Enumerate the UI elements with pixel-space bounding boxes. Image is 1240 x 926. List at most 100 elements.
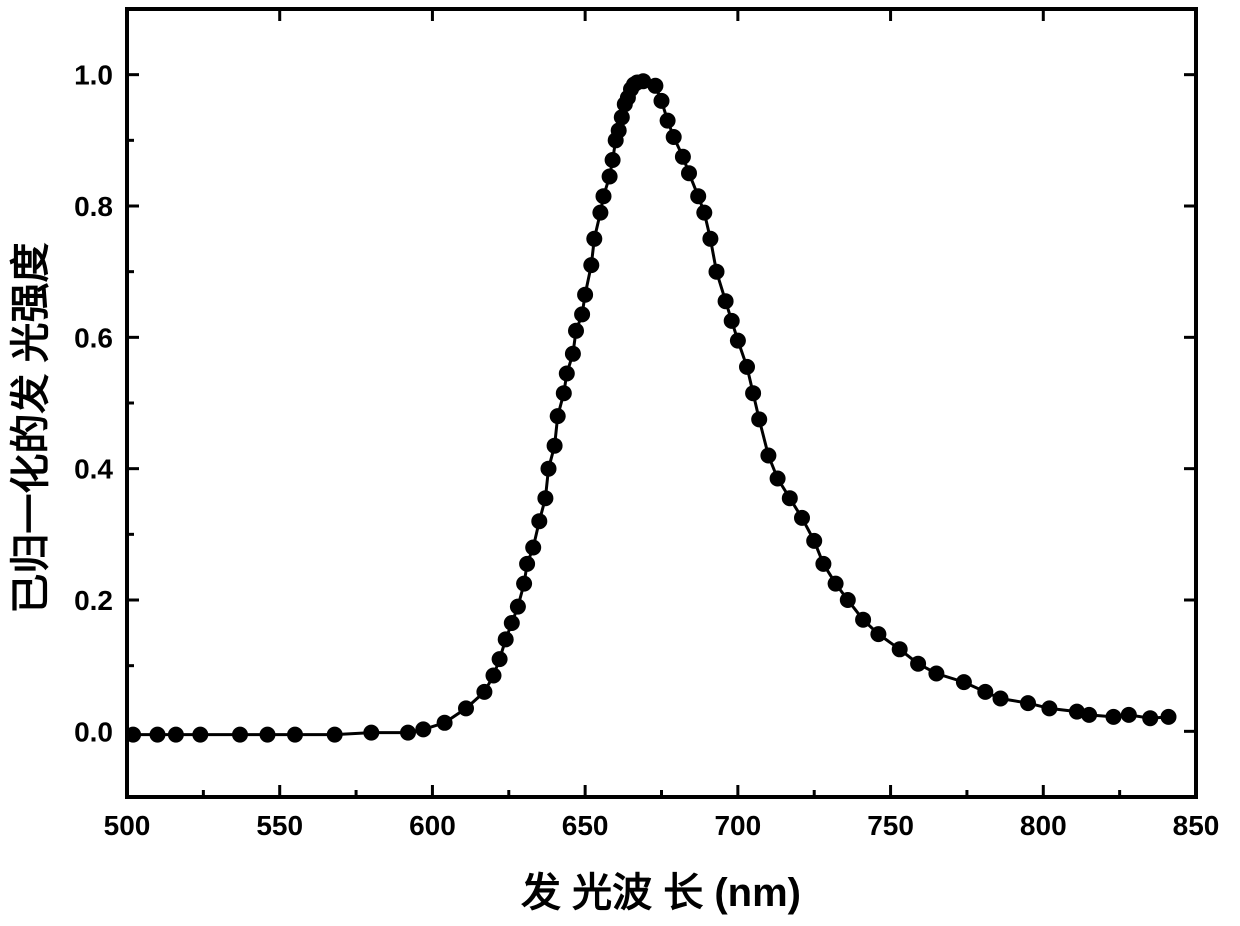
y-tick-label: 0.8 — [74, 191, 113, 222]
data-point — [150, 727, 166, 743]
data-point — [568, 323, 584, 339]
x-tick-label: 850 — [1173, 810, 1220, 841]
x-tick-label: 550 — [256, 810, 303, 841]
data-point — [654, 93, 670, 109]
data-point — [751, 411, 767, 427]
x-tick-label: 500 — [104, 810, 151, 841]
data-point — [928, 666, 944, 682]
data-point — [168, 727, 184, 743]
data-point — [327, 727, 343, 743]
plot-frame — [127, 9, 1196, 797]
data-point — [870, 626, 886, 642]
data-point — [504, 615, 520, 631]
data-point — [510, 599, 526, 615]
y-tick-label: 0.6 — [74, 322, 113, 353]
data-point — [739, 359, 755, 375]
data-point — [1020, 695, 1036, 711]
data-point — [550, 408, 566, 424]
data-point — [760, 448, 776, 464]
x-tick-label: 650 — [562, 810, 609, 841]
data-point — [498, 631, 514, 647]
data-point — [956, 674, 972, 690]
data-point — [770, 471, 786, 487]
data-point — [1041, 700, 1057, 716]
data-point — [559, 366, 575, 382]
y-tick-label: 1.0 — [74, 60, 113, 91]
data-point — [363, 725, 379, 741]
data-point — [565, 346, 581, 362]
data-point — [681, 165, 697, 181]
data-point — [192, 727, 208, 743]
data-point — [541, 461, 557, 477]
data-point — [486, 668, 502, 684]
data-series — [125, 73, 1176, 742]
data-point — [458, 700, 474, 716]
data-point — [892, 641, 908, 657]
data-point — [806, 533, 822, 549]
data-point — [660, 113, 676, 129]
data-point — [492, 651, 508, 667]
data-point — [596, 188, 612, 204]
data-point — [287, 727, 303, 743]
data-point — [1161, 709, 1177, 725]
x-axis-title: 发 光波 长 (nm) — [521, 871, 801, 915]
data-point — [531, 513, 547, 529]
data-point — [232, 727, 248, 743]
data-point — [574, 306, 590, 322]
data-point — [1142, 710, 1158, 726]
y-tick-label: 0.0 — [74, 716, 113, 747]
data-point — [611, 123, 627, 139]
y-axis-title: 已归一化的发 光强度 — [9, 242, 53, 613]
x-tick-label: 750 — [867, 810, 914, 841]
axis-ticks — [127, 9, 1196, 797]
data-point — [537, 490, 553, 506]
data-point — [547, 438, 563, 454]
data-point — [577, 287, 593, 303]
data-point — [602, 169, 618, 185]
data-point — [840, 592, 856, 608]
data-point — [400, 725, 416, 741]
data-point — [583, 257, 599, 273]
data-point — [709, 264, 725, 280]
x-tick-label: 800 — [1020, 810, 1067, 841]
data-point — [666, 129, 682, 145]
data-point — [977, 684, 993, 700]
y-tick-label: 0.2 — [74, 585, 113, 616]
data-point — [1121, 707, 1137, 723]
data-point — [437, 715, 453, 731]
data-point — [556, 385, 572, 401]
data-point — [730, 333, 746, 349]
data-point — [690, 188, 706, 204]
data-point — [794, 510, 810, 526]
data-point — [855, 612, 871, 628]
data-point — [516, 576, 532, 592]
data-point — [702, 231, 718, 247]
data-point — [696, 205, 712, 221]
tick-labels: 500 550 600 650 700 750 800 850 0.0 0.2 0.4 0.6 0.8 1… — [74, 60, 1219, 841]
data-point — [586, 231, 602, 247]
data-point — [605, 152, 621, 168]
data-point — [718, 293, 734, 309]
data-point — [782, 490, 798, 506]
data-point — [1081, 707, 1097, 723]
data-point — [519, 556, 535, 572]
data-point — [745, 385, 761, 401]
data-point — [724, 313, 740, 329]
data-point — [415, 721, 431, 737]
data-point — [592, 205, 608, 221]
data-point — [1106, 709, 1122, 725]
data-point — [675, 149, 691, 165]
series-line — [133, 81, 1168, 734]
data-point — [993, 691, 1009, 707]
data-point — [125, 727, 141, 743]
x-tick-label: 700 — [714, 810, 761, 841]
data-point — [525, 540, 541, 556]
data-point — [815, 556, 831, 572]
data-point — [647, 78, 663, 94]
data-point — [476, 684, 492, 700]
y-tick-label: 0.4 — [74, 454, 113, 485]
data-point — [910, 656, 926, 672]
data-point — [828, 576, 844, 592]
x-tick-label: 600 — [409, 810, 456, 841]
